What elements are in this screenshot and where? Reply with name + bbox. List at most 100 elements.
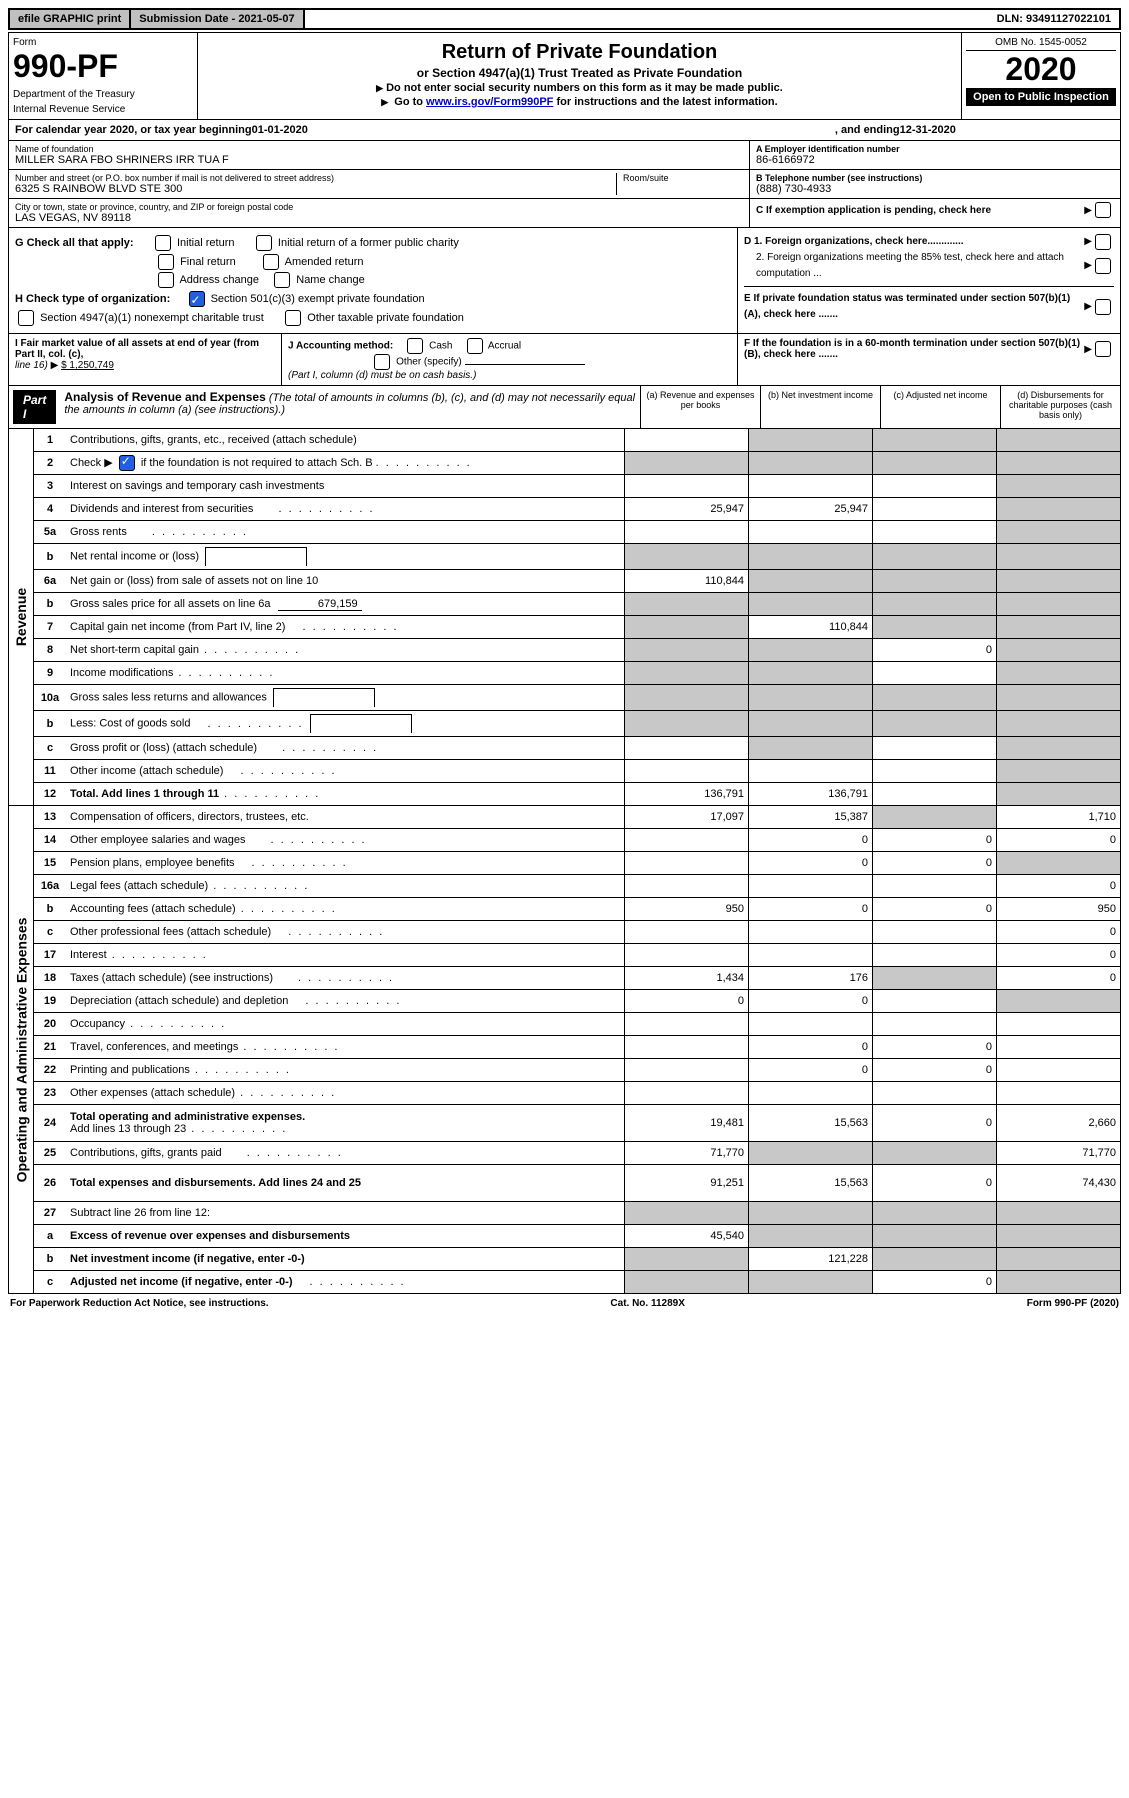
e-checkbox[interactable] xyxy=(1095,299,1111,315)
val-b xyxy=(748,1142,872,1164)
val-c xyxy=(872,662,996,684)
line-desc: Taxes (attach schedule) (see instruction… xyxy=(66,969,624,987)
checks-right: D 1. Foreign organizations, check here..… xyxy=(737,228,1120,333)
row-16b: b Accounting fees (attach schedule) 950 … xyxy=(34,898,1120,921)
val-b: 15,563 xyxy=(748,1105,872,1141)
val-a xyxy=(624,1059,748,1081)
row-23: 23 Other expenses (attach schedule) xyxy=(34,1082,1120,1105)
val-b xyxy=(748,452,872,474)
j-cash-checkbox[interactable] xyxy=(407,338,423,354)
f-checkbox[interactable] xyxy=(1095,341,1111,357)
cal-end: 12-31-2020 xyxy=(900,124,956,136)
g-final-checkbox[interactable] xyxy=(158,254,174,270)
val-a xyxy=(624,921,748,943)
val-a xyxy=(624,521,748,543)
h-501c3-checkbox[interactable] xyxy=(189,291,205,307)
val-d xyxy=(996,429,1120,451)
val-d: 71,770 xyxy=(996,1142,1120,1164)
row-12: 12 Total. Add lines 1 through 11 136,791… xyxy=(34,783,1120,805)
h-other-checkbox[interactable] xyxy=(285,310,301,326)
val-b: 0 xyxy=(748,1036,872,1058)
val-c xyxy=(872,806,996,828)
revenue-table: Revenue 1 Contributions, gifts, grants, … xyxy=(8,429,1121,806)
val-b xyxy=(748,521,872,543)
val-c: 0 xyxy=(872,1059,996,1081)
line-num: 18 xyxy=(34,967,66,989)
arrow-icon xyxy=(381,96,391,108)
val-a: 25,947 xyxy=(624,498,748,520)
d2-checkbox[interactable] xyxy=(1095,258,1111,274)
col-b-header: (b) Net investment income xyxy=(760,386,880,428)
city-cell: City or town, state or province, country… xyxy=(9,199,749,227)
sch-b-checkbox[interactable] xyxy=(119,455,135,471)
row-1: 1 Contributions, gifts, grants, etc., re… xyxy=(34,429,1120,452)
part-title: Analysis of Revenue and Expenses (The to… xyxy=(64,390,636,416)
val-d xyxy=(996,452,1120,474)
val-c xyxy=(872,760,996,782)
val-d: 0 xyxy=(996,829,1120,851)
line-num: 13 xyxy=(34,806,66,828)
val-a xyxy=(624,1036,748,1058)
row-19: 19 Depreciation (attach schedule) and de… xyxy=(34,990,1120,1013)
d1-checkbox[interactable] xyxy=(1095,234,1111,250)
val-b xyxy=(748,429,872,451)
irs-link[interactable]: www.irs.gov/Form990PF xyxy=(426,96,553,108)
row-27b: b Net investment income (if negative, en… xyxy=(34,1248,1120,1271)
val-a xyxy=(624,662,748,684)
line-desc: Gross sales price for all assets on line… xyxy=(66,595,624,614)
expenses-side-label: Operating and Administrative Expenses xyxy=(9,806,34,1293)
entity-info: Name of foundation MILLER SARA FBO SHRIN… xyxy=(8,141,1121,228)
line-num: 21 xyxy=(34,1036,66,1058)
line-desc: Net gain or (loss) from sale of assets n… xyxy=(66,572,624,590)
val-c xyxy=(872,1013,996,1035)
g-initial-former-checkbox[interactable] xyxy=(256,235,272,251)
line-num: 3 xyxy=(34,475,66,497)
row-5b: b Net rental income or (loss) xyxy=(34,544,1120,570)
val-d xyxy=(996,990,1120,1012)
row-13: 13 Compensation of officers, directors, … xyxy=(34,806,1120,829)
val-b xyxy=(748,593,872,615)
row-10c: c Gross profit or (loss) (attach schedul… xyxy=(34,737,1120,760)
val-b: 15,563 xyxy=(748,1165,872,1201)
j-other-checkbox[interactable] xyxy=(374,354,390,370)
name-cell: Name of foundation MILLER SARA FBO SHRIN… xyxy=(9,141,749,170)
line-num: 6a xyxy=(34,570,66,592)
addr-label: Number and street (or P.O. box number if… xyxy=(15,173,616,183)
g-address-checkbox[interactable] xyxy=(158,272,174,288)
instr-go-to: Go to xyxy=(394,96,426,108)
line-num: 7 xyxy=(34,616,66,638)
val-c: 0 xyxy=(872,898,996,920)
line-num: 1 xyxy=(34,429,66,451)
val-c xyxy=(872,498,996,520)
val-a xyxy=(624,760,748,782)
line-num: 26 xyxy=(34,1165,66,1201)
line-num: 23 xyxy=(34,1082,66,1104)
c-checkbox[interactable] xyxy=(1095,202,1111,218)
h-4947-checkbox[interactable] xyxy=(18,310,34,326)
val-c xyxy=(872,1202,996,1224)
val-b xyxy=(748,570,872,592)
col-d-header: (d) Disbursements for charitable purpose… xyxy=(1000,386,1120,428)
footer: For Paperwork Reduction Act Notice, see … xyxy=(8,1294,1121,1313)
j-label: J Accounting method: xyxy=(288,341,393,352)
line-desc: Contributions, gifts, grants paid xyxy=(66,1144,624,1162)
val-b xyxy=(748,1225,872,1247)
val-d xyxy=(996,1225,1120,1247)
j-note: (Part I, column (d) must be on cash basi… xyxy=(288,370,476,381)
phone-label: B Telephone number (see instructions) xyxy=(756,173,922,183)
j-accrual-checkbox[interactable] xyxy=(467,338,483,354)
val-a xyxy=(624,475,748,497)
g-initial-checkbox[interactable] xyxy=(155,235,171,251)
val-a xyxy=(624,1271,748,1293)
val-d: 0 xyxy=(996,967,1120,989)
val-a xyxy=(624,1248,748,1270)
g-name-checkbox[interactable] xyxy=(274,272,290,288)
efile-button[interactable]: efile GRAPHIC print xyxy=(10,10,131,28)
g-amended-checkbox[interactable] xyxy=(263,254,279,270)
line-num: 27 xyxy=(34,1202,66,1224)
val-a: 950 xyxy=(624,898,748,920)
f-label: F If the foundation is in a 60-month ter… xyxy=(744,338,1080,360)
tax-year: 2020 xyxy=(966,51,1116,88)
line-desc: Net short-term capital gain xyxy=(66,641,624,659)
val-c: 0 xyxy=(872,1271,996,1293)
